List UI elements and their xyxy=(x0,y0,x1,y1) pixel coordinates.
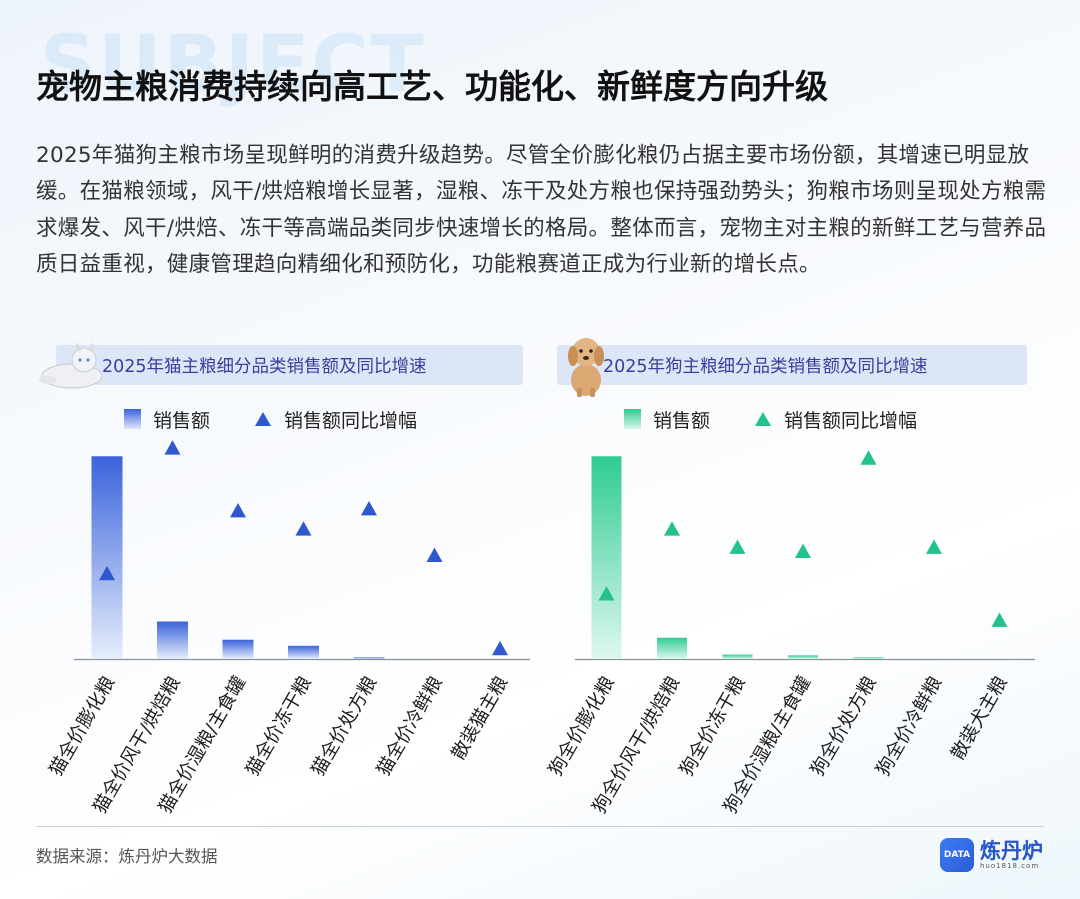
dog-bar xyxy=(591,456,622,659)
dog-bar xyxy=(722,654,753,659)
legend-label-growth: 销售额同比增幅 xyxy=(284,409,418,432)
legend-swatch-sales xyxy=(624,409,641,429)
legend-label-sales: 销售额 xyxy=(653,409,711,432)
dog-growth-marker xyxy=(664,521,680,536)
page-title: 宠物主粮消费持续向高工艺、功能化、新鲜度方向升级 xyxy=(36,67,828,106)
cat-bar xyxy=(91,456,123,659)
legend-item-growth: 销售额同比增幅 xyxy=(754,406,917,433)
legend-triangle-icon xyxy=(255,412,272,426)
brand-logo: DATA 炼丹炉 huo1818.com xyxy=(940,838,1043,872)
cat-growth-marker xyxy=(426,547,443,563)
dog-category-label: 狗全价冻干粮 xyxy=(676,673,750,780)
dog-category-label: 散装犬主粮 xyxy=(947,673,1011,764)
dog-bar xyxy=(657,637,687,659)
cat-growth-marker xyxy=(230,503,246,518)
dog-chart-legend: 销售额 销售额同比增幅 xyxy=(624,406,961,432)
footer-divider xyxy=(36,826,1044,827)
cat-chart-legend: 销售额 销售额同比增幅 xyxy=(124,406,461,432)
dog-growth-marker xyxy=(598,586,615,601)
cat-chart-header: 2025年猫主粮细分品类销售额及同比增速 xyxy=(56,345,523,385)
cat-bar xyxy=(157,621,188,659)
cat-icon xyxy=(39,342,103,389)
dog-growth-marker xyxy=(926,539,942,554)
cat-category-label: 猫全价冻干粮 xyxy=(242,673,316,780)
data-source: 数据来源：炼丹炉大数据 xyxy=(36,847,218,866)
legend-label-sales: 销售额 xyxy=(153,409,211,432)
cat-category-label: 猫全价处方粮 xyxy=(308,673,382,780)
dog-growth-marker xyxy=(991,612,1008,627)
cat-growth-marker xyxy=(295,521,312,536)
legend-item-sales: 销售额 xyxy=(124,406,210,433)
legend-triangle-icon xyxy=(755,412,772,426)
dog-bar xyxy=(788,655,818,659)
cat-growth-marker xyxy=(99,565,115,581)
cat-category-label: 猫全价冷鲜粮 xyxy=(373,673,447,780)
cat-bar xyxy=(288,645,319,659)
legend-item-growth: 销售额同比增幅 xyxy=(254,406,417,433)
cat-growth-marker xyxy=(361,500,377,516)
dog-growth-marker xyxy=(860,450,877,465)
legend-label-growth: 销售额同比增幅 xyxy=(784,409,918,432)
background-watermark: SUBJECT xyxy=(40,20,426,110)
cat-growth-marker xyxy=(164,440,181,455)
dog-icon xyxy=(568,338,604,397)
dog-bar xyxy=(853,657,884,659)
cat-bar xyxy=(222,639,254,659)
dog-chart-title: 2025年狗主粮细分品类销售额及同比增速 xyxy=(603,356,928,377)
legend-item-sales: 销售额 xyxy=(624,406,710,433)
cat-category-label: 猫全价膨化粮 xyxy=(46,673,120,780)
cat-chart-title: 2025年猫主粮细分品类销售额及同比增速 xyxy=(102,356,427,377)
cat-category-label: 散装猫主粮 xyxy=(448,673,512,764)
cat-bar xyxy=(353,657,385,659)
dog-growth-marker xyxy=(729,539,746,554)
brand-url: huo1818.com xyxy=(980,862,1040,870)
dog-chart-header: 2025年狗主粮细分品类销售额及同比增速 xyxy=(557,345,1027,385)
brand-icon: DATA xyxy=(940,838,974,872)
brand-name: 炼丹炉 xyxy=(980,839,1043,863)
summary-paragraph: 2025年猫狗主粮市场呈现鲜明的消费升级趋势。尽管全价膨化粮仍占据主要市场份额，… xyxy=(36,143,1047,277)
cat-growth-marker xyxy=(492,640,508,656)
legend-swatch-sales xyxy=(124,409,141,429)
dog-category-label: 狗全价膨化粮 xyxy=(545,673,619,780)
dog-growth-marker xyxy=(795,543,811,558)
dog-category-label: 狗全价冷鲜粮 xyxy=(873,673,947,780)
dog-category-label: 狗全价处方粮 xyxy=(807,673,881,780)
